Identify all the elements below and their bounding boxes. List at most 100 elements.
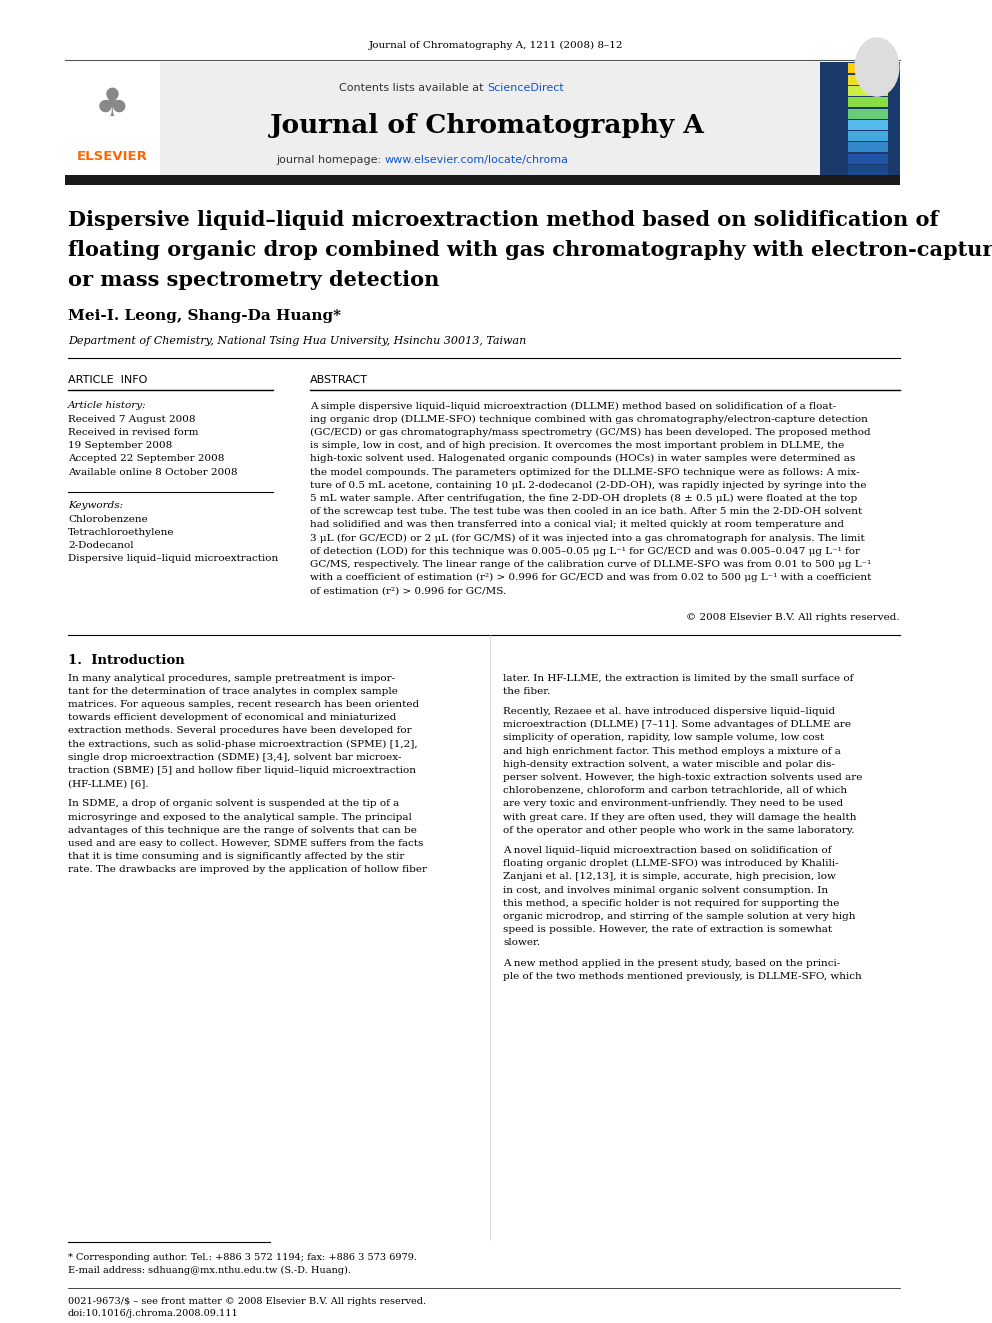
Bar [848, 86, 888, 95]
Text: ing organic drop (DLLME-SFO) technique combined with gas chromatography/electron: ing organic drop (DLLME-SFO) technique c… [310, 414, 868, 423]
Text: Zanjani et al. [12,13], it is simple, accurate, high precision, low: Zanjani et al. [12,13], it is simple, ac… [503, 872, 836, 881]
Text: speed is possible. However, the rate of extraction is somewhat: speed is possible. However, the rate of … [503, 925, 832, 934]
Text: later. In HF-LLME, the extraction is limited by the small surface of: later. In HF-LLME, the extraction is lim… [503, 673, 853, 683]
Text: A new method applied in the present study, based on the princi-: A new method applied in the present stud… [503, 958, 840, 967]
Text: the fiber.: the fiber. [503, 687, 551, 696]
Text: Received in revised form: Received in revised form [68, 427, 198, 437]
Text: (GC/ECD) or gas chromatography/mass spectrometry (GC/MS) has been developed. The: (GC/ECD) or gas chromatography/mass spec… [310, 427, 871, 437]
Text: * Corresponding author. Tel.: +886 3 572 1194; fax: +886 3 573 6979.: * Corresponding author. Tel.: +886 3 572… [68, 1253, 417, 1262]
Bar [848, 165, 888, 175]
Text: 0021-9673/$ – see front matter © 2008 Elsevier B.V. All rights reserved.: 0021-9673/$ – see front matter © 2008 El… [68, 1298, 427, 1307]
Text: the model compounds. The parameters optimized for the DLLME-SFO technique were a: the model compounds. The parameters opti… [310, 467, 860, 476]
Text: Journal of Chromatography A: Journal of Chromatography A [270, 112, 704, 138]
Text: ARTICLE  INFO: ARTICLE INFO [68, 374, 148, 385]
Text: ♣: ♣ [94, 86, 129, 124]
Text: in cost, and involves minimal organic solvent consumption. In: in cost, and involves minimal organic so… [503, 885, 828, 894]
Text: 50: 50 [871, 62, 883, 71]
Text: Article history:: Article history: [68, 401, 147, 410]
Text: Chlorobenzene: Chlorobenzene [68, 515, 148, 524]
Text: www.elsevier.com/locate/chroma: www.elsevier.com/locate/chroma [385, 155, 569, 165]
Text: In SDME, a drop of organic solvent is suspended at the tip of a: In SDME, a drop of organic solvent is su… [68, 799, 399, 808]
Text: E-mail address: sdhuang@mx.nthu.edu.tw (S.-D. Huang).: E-mail address: sdhuang@mx.nthu.edu.tw (… [68, 1265, 351, 1274]
Text: journal homepage:: journal homepage: [277, 155, 385, 165]
Circle shape [855, 38, 899, 97]
Text: towards efficient development of economical and miniaturized: towards efficient development of economi… [68, 713, 397, 722]
Text: of detection (LOD) for this technique was 0.005–0.05 μg L⁻¹ for GC/ECD and was 0: of detection (LOD) for this technique wa… [310, 546, 860, 556]
Text: In many analytical procedures, sample pretreatment is impor-: In many analytical procedures, sample pr… [68, 673, 395, 683]
Text: floating organic droplet (LLME-SFO) was introduced by Khalili-: floating organic droplet (LLME-SFO) was … [503, 859, 838, 868]
Bar [848, 74, 888, 85]
Text: the extractions, such as solid-phase microextraction (SPME) [1,2],: the extractions, such as solid-phase mic… [68, 740, 418, 749]
Text: of the screwcap test tube. The test tube was then cooled in an ice bath. After 5: of the screwcap test tube. The test tube… [310, 507, 862, 516]
Text: Recently, Rezaee et al. have introduced dispersive liquid–liquid: Recently, Rezaee et al. have introduced … [503, 706, 835, 716]
Text: high-toxic solvent used. Halogenated organic compounds (HOCs) in water samples w: high-toxic solvent used. Halogenated org… [310, 454, 855, 463]
Text: ScienceDirect: ScienceDirect [487, 83, 563, 93]
Bar [820, 62, 900, 175]
Text: of estimation (r²) > 0.996 for GC/MS.: of estimation (r²) > 0.996 for GC/MS. [310, 586, 506, 595]
Text: 1.  Introduction: 1. Introduction [68, 654, 185, 667]
Text: Dispersive liquid–liquid microextraction method based on solidification of: Dispersive liquid–liquid microextraction… [68, 210, 938, 230]
Bar [848, 98, 888, 107]
Text: ELSEVIER: ELSEVIER [76, 149, 148, 163]
Text: © 2008 Elsevier B.V. All rights reserved.: © 2008 Elsevier B.V. All rights reserved… [686, 614, 900, 623]
Bar [848, 64, 888, 73]
Text: used and are easy to collect. However, SDME suffers from the facts: used and are easy to collect. However, S… [68, 839, 424, 848]
Text: 5 mL water sample. After centrifugation, the fine 2-DD-OH droplets (8 ± 0.5 μL) : 5 mL water sample. After centrifugation,… [310, 493, 857, 503]
Text: Available online 8 October 2008: Available online 8 October 2008 [68, 467, 237, 476]
Text: (HF-LLME) [6].: (HF-LLME) [6]. [68, 779, 149, 789]
Text: perser solvent. However, the high-toxic extraction solvents used are: perser solvent. However, the high-toxic … [503, 773, 862, 782]
Text: floating organic drop combined with gas chromatography with electron-capture: floating organic drop combined with gas … [68, 239, 992, 261]
Text: matrices. For aqueous samples, recent research has been oriented: matrices. For aqueous samples, recent re… [68, 700, 420, 709]
Text: and high enrichment factor. This method employs a mixture of a: and high enrichment factor. This method … [503, 746, 841, 755]
Text: that it is time consuming and is significantly affected by the stir: that it is time consuming and is signifi… [68, 852, 405, 861]
Bar [848, 143, 888, 152]
Text: slower.: slower. [503, 938, 540, 947]
Text: or mass spectrometry detection: or mass spectrometry detection [68, 270, 439, 290]
Text: high-density extraction solvent, a water miscible and polar dis-: high-density extraction solvent, a water… [503, 759, 835, 769]
Text: 2-Dodecanol: 2-Dodecanol [68, 541, 134, 550]
Text: Contents lists available at: Contents lists available at [339, 83, 487, 93]
Bar [848, 108, 888, 119]
Bar [65, 62, 160, 175]
Text: organic microdrop, and stirring of the sample solution at very high: organic microdrop, and stirring of the s… [503, 912, 855, 921]
Text: advantages of this technique are the range of solvents that can be: advantages of this technique are the ran… [68, 826, 417, 835]
Text: microsyringe and exposed to the analytical sample. The principal: microsyringe and exposed to the analytic… [68, 812, 412, 822]
Bar [160, 62, 820, 175]
Text: single drop microextraction (SDME) [3,4], solvent bar microex-: single drop microextraction (SDME) [3,4]… [68, 753, 402, 762]
Text: ABSTRACT: ABSTRACT [310, 374, 368, 385]
Text: A simple dispersive liquid–liquid microextraction (DLLME) method based on solidi: A simple dispersive liquid–liquid microe… [310, 401, 836, 410]
Text: Keywords:: Keywords: [68, 501, 123, 511]
Text: Tetrachloroethylene: Tetrachloroethylene [68, 528, 175, 537]
Text: traction (SBME) [5] and hollow fiber liquid–liquid microextraction: traction (SBME) [5] and hollow fiber liq… [68, 766, 416, 775]
Text: this method, a specific holder is not required for supporting the: this method, a specific holder is not re… [503, 898, 839, 908]
Text: tant for the determination of trace analytes in complex sample: tant for the determination of trace anal… [68, 687, 398, 696]
Text: of the operator and other people who work in the same laboratory.: of the operator and other people who wor… [503, 826, 854, 835]
Text: Accepted 22 September 2008: Accepted 22 September 2008 [68, 454, 224, 463]
Bar [848, 131, 888, 142]
Bar [848, 153, 888, 164]
Text: Journal of Chromatography A, 1211 (2008) 8–12: Journal of Chromatography A, 1211 (2008)… [369, 41, 623, 49]
Text: had solidified and was then transferred into a conical vial; it melted quickly a: had solidified and was then transferred … [310, 520, 844, 529]
Text: Mei-I. Leong, Shang-Da Huang*: Mei-I. Leong, Shang-Da Huang* [68, 310, 341, 323]
Bar [65, 175, 900, 185]
Text: with a coefficient of estimation (r²) > 0.996 for GC/ECD and was from 0.02 to 50: with a coefficient of estimation (r²) > … [310, 573, 871, 582]
Text: ture of 0.5 mL acetone, containing 10 μL 2-dodecanol (2-DD-OH), was rapidly inje: ture of 0.5 mL acetone, containing 10 μL… [310, 480, 866, 490]
Text: microextraction (DLLME) [7–11]. Some advantages of DLLME are: microextraction (DLLME) [7–11]. Some adv… [503, 720, 851, 729]
Text: are very toxic and environment-unfriendly. They need to be used: are very toxic and environment-unfriendl… [503, 799, 843, 808]
Text: simplicity of operation, rapidity, low sample volume, low cost: simplicity of operation, rapidity, low s… [503, 733, 824, 742]
Text: rate. The drawbacks are improved by the application of hollow fiber: rate. The drawbacks are improved by the … [68, 865, 427, 875]
Text: Dispersive liquid–liquid microextraction: Dispersive liquid–liquid microextraction [68, 554, 278, 564]
Text: extraction methods. Several procedures have been developed for: extraction methods. Several procedures h… [68, 726, 412, 736]
Text: A novel liquid–liquid microextraction based on solidification of: A novel liquid–liquid microextraction ba… [503, 845, 831, 855]
Text: is simple, low in cost, and of high precision. It overcomes the most important p: is simple, low in cost, and of high prec… [310, 441, 844, 450]
Text: with great care. If they are often used, they will damage the health: with great care. If they are often used,… [503, 812, 856, 822]
Text: GC/MS, respectively. The linear range of the calibration curve of DLLME-SFO was : GC/MS, respectively. The linear range of… [310, 560, 871, 569]
Text: Department of Chemistry, National Tsing Hua University, Hsinchu 30013, Taiwan: Department of Chemistry, National Tsing … [68, 336, 526, 347]
Text: 19 September 2008: 19 September 2008 [68, 441, 173, 450]
Text: doi:10.1016/j.chroma.2008.09.111: doi:10.1016/j.chroma.2008.09.111 [68, 1308, 239, 1318]
Text: ple of the two methods mentioned previously, is DLLME-SFO, which: ple of the two methods mentioned previou… [503, 971, 862, 980]
Text: chlorobenzene, chloroform and carbon tetrachloride, all of which: chlorobenzene, chloroform and carbon tet… [503, 786, 847, 795]
Bar [848, 120, 888, 130]
Text: 3 μL (for GC/ECD) or 2 μL (for GC/MS) of it was injected into a gas chromatograp: 3 μL (for GC/ECD) or 2 μL (for GC/MS) of… [310, 533, 865, 542]
Text: Received 7 August 2008: Received 7 August 2008 [68, 414, 195, 423]
